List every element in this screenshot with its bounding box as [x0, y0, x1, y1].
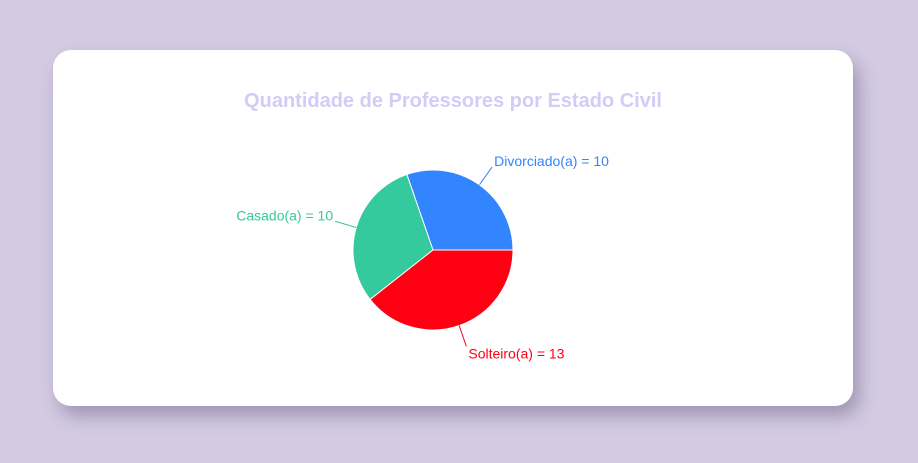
pie-label-0: Divorciado(a) = 10: [494, 153, 609, 169]
pie-slices: [352, 169, 514, 331]
pie-leader-2: [458, 325, 467, 347]
pie-leader-0: [478, 166, 493, 186]
pie-chart: Divorciado(a) = 10 Casado(a) = 10 Solteiro…: [236, 153, 609, 361]
pie-label-1: Casado(a) = 10: [236, 207, 333, 223]
pie-slice-0: [406, 169, 514, 251]
pie-labels: Divorciado(a) = 10 Casado(a) = 10 Solteiro…: [236, 153, 609, 361]
pie-slice-1: [352, 173, 434, 301]
pie-leader-1: [334, 220, 357, 228]
pie-label-2: Solteiro(a) = 13: [468, 345, 564, 361]
chart-card: Quantidade de Professores por Estado Civ…: [53, 50, 853, 406]
pie-slice-2: [369, 249, 514, 331]
chart-title: Quantidade de Professores por Estado Civ…: [244, 90, 662, 112]
